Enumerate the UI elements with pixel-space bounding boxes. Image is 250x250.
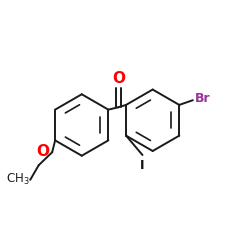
Text: O: O bbox=[36, 144, 49, 158]
Text: Br: Br bbox=[195, 92, 211, 106]
Text: O: O bbox=[112, 71, 125, 86]
Text: I: I bbox=[140, 159, 145, 172]
Text: CH$_3$: CH$_3$ bbox=[6, 172, 29, 188]
